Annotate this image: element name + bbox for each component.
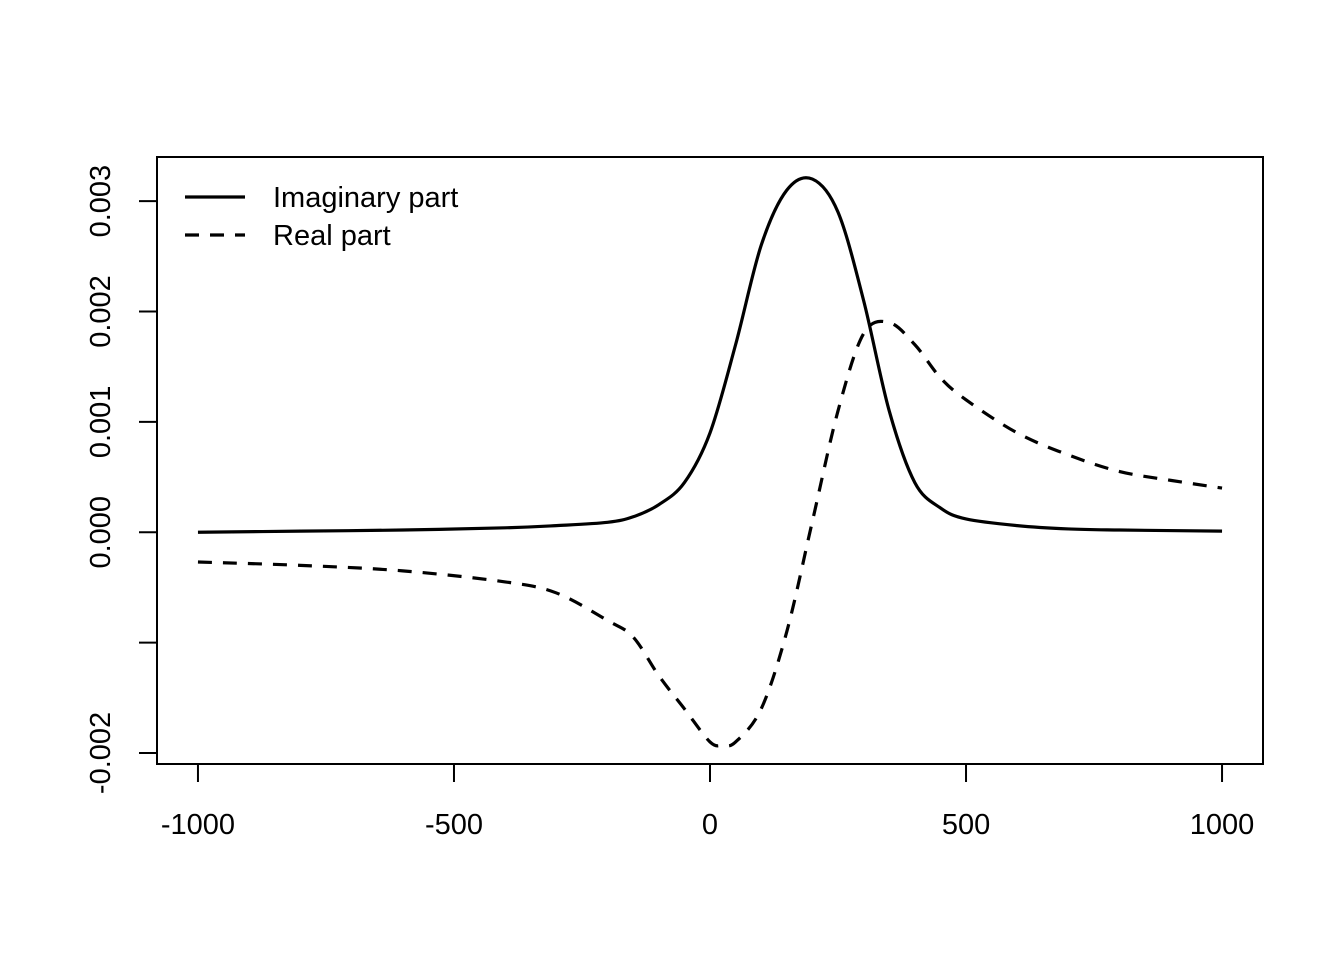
y-tick-label: -0.002 — [85, 712, 117, 794]
y-axis: -0.002 0.000 0.001 0.002 0.003 — [85, 165, 158, 794]
series-layer — [197, 176, 1223, 748]
x-tick-label: 0 — [702, 809, 718, 841]
x-tick-label: -1000 — [161, 809, 235, 841]
legend-label-real: Real part — [273, 220, 391, 252]
x-tick-label: -500 — [425, 809, 483, 841]
y-tick-label: 0.001 — [85, 386, 117, 459]
x-axis: -1000 -500 0 500 1000 — [161, 763, 1255, 841]
y-tick-label: 0.003 — [85, 165, 117, 238]
series-line-imaginary — [197, 176, 1223, 534]
x-tick-label: 500 — [942, 809, 990, 841]
y-tick-label: 0.000 — [85, 496, 117, 569]
legend-label-imaginary: Imaginary part — [273, 182, 458, 214]
x-tick-label: 1000 — [1190, 809, 1255, 841]
legend: Imaginary part Real part — [185, 182, 458, 252]
y-tick-label: 0.002 — [85, 275, 117, 348]
series-line-real — [197, 319, 1223, 748]
